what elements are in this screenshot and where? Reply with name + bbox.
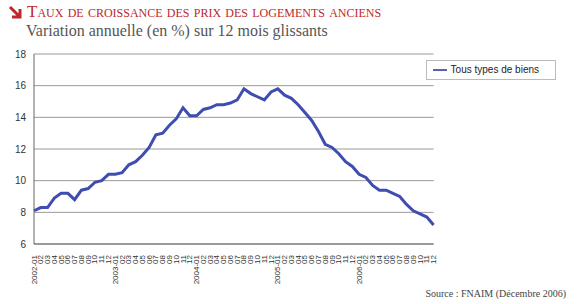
svg-text:05: 05 xyxy=(137,255,147,264)
svg-text:02: 02 xyxy=(280,255,290,264)
svg-text:06: 06 xyxy=(63,255,73,264)
svg-text:02: 02 xyxy=(361,255,371,264)
svg-text:2006-01: 2006-01 xyxy=(354,255,364,285)
svg-text:09: 09 xyxy=(408,255,418,264)
svg-text:16: 16 xyxy=(15,80,27,91)
svg-text:2002-01: 2002-01 xyxy=(29,255,39,285)
svg-text:03: 03 xyxy=(43,255,52,264)
svg-text:09: 09 xyxy=(165,255,174,264)
svg-text:12: 12 xyxy=(15,144,27,155)
svg-text:12: 12 xyxy=(104,255,113,264)
svg-text:02: 02 xyxy=(198,255,208,264)
svg-text:04: 04 xyxy=(293,255,303,264)
svg-text:10: 10 xyxy=(15,175,27,186)
svg-text:18: 18 xyxy=(15,49,27,60)
svg-text:07: 07 xyxy=(395,255,405,264)
svg-text:10: 10 xyxy=(334,255,344,264)
svg-text:07: 07 xyxy=(70,255,80,264)
svg-text:06: 06 xyxy=(307,255,317,264)
svg-text:10: 10 xyxy=(171,255,181,264)
svg-text:03: 03 xyxy=(205,255,215,264)
html-text:Taux de croissance des prix de: Taux de croissance des prix des logement… xyxy=(27,2,382,21)
svg-text:06: 06 xyxy=(388,255,398,264)
svg-text:08: 08 xyxy=(320,255,330,264)
svg-text:11: 11 xyxy=(341,255,351,264)
svg-text:2005-01: 2005-01 xyxy=(273,255,283,285)
svg-text:07: 07 xyxy=(151,255,161,264)
svg-text:10: 10 xyxy=(253,255,262,264)
svg-text:12: 12 xyxy=(347,255,357,264)
svg-text:07: 07 xyxy=(314,255,323,264)
svg-text:6: 6 xyxy=(20,239,26,250)
html-text:Source : FNAIM (Décembre 2006): Source : FNAIM (Décembre 2006) xyxy=(425,288,566,299)
svg-text:12: 12 xyxy=(266,255,276,264)
svg-text:8: 8 xyxy=(20,207,26,218)
svg-text:11: 11 xyxy=(178,255,188,264)
svg-text:04: 04 xyxy=(374,255,384,264)
svg-text:08: 08 xyxy=(76,255,86,264)
svg-text:09: 09 xyxy=(327,255,337,264)
html-text:Variation annuelle (en %) sur: Variation annuelle (en %) sur 12 mois gl… xyxy=(26,22,328,39)
svg-text:12: 12 xyxy=(429,254,438,263)
svg-text:07: 07 xyxy=(232,255,242,264)
svg-text:11: 11 xyxy=(97,255,107,264)
svg-text:03: 03 xyxy=(124,255,134,264)
svg-text:10: 10 xyxy=(415,255,425,264)
html-text:Tous types de biens: Tous types de biens xyxy=(450,63,539,75)
svg-text:02: 02 xyxy=(117,255,127,264)
svg-text:08: 08 xyxy=(158,255,168,264)
svg-text:06: 06 xyxy=(144,255,154,264)
svg-text:09: 09 xyxy=(83,255,93,264)
svg-text:2004-01: 2004-01 xyxy=(192,255,202,285)
svg-text:08: 08 xyxy=(402,255,411,264)
svg-text:10: 10 xyxy=(90,255,100,264)
svg-text:03: 03 xyxy=(286,255,296,264)
svg-text:04: 04 xyxy=(49,255,59,264)
svg-text:05: 05 xyxy=(300,255,310,264)
svg-text:02: 02 xyxy=(36,255,46,264)
svg-text:03: 03 xyxy=(368,255,378,264)
svg-text:04: 04 xyxy=(131,255,141,264)
svg-text:05: 05 xyxy=(56,255,66,264)
svg-text:09: 09 xyxy=(246,255,256,264)
svg-text:12: 12 xyxy=(185,255,195,264)
svg-text:14: 14 xyxy=(15,112,27,123)
svg-text:11: 11 xyxy=(422,255,432,264)
svg-text:06: 06 xyxy=(225,255,235,264)
svg-text:05: 05 xyxy=(381,255,391,264)
svg-text:08: 08 xyxy=(239,255,249,264)
svg-text:11: 11 xyxy=(259,255,269,264)
svg-text:05: 05 xyxy=(219,255,229,264)
svg-text:04: 04 xyxy=(212,255,222,264)
svg-text:2003-01: 2003-01 xyxy=(110,255,120,285)
